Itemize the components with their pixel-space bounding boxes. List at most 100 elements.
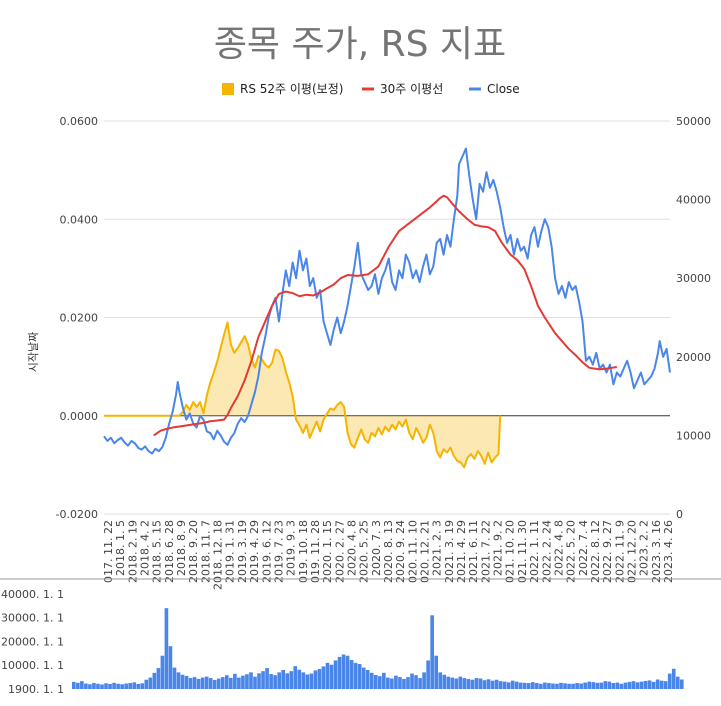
- volume-bar: [84, 683, 88, 689]
- volume-bar: [233, 673, 237, 689]
- volume-bar: [667, 673, 672, 689]
- x-tick-label: 2022. 7. 4: [577, 520, 590, 576]
- x-axis-tick-labels: 017. 11. 22 2018. 1. 5 2018. 2. 19 2018. 4.…: [102, 520, 675, 590]
- volume-bar: [482, 680, 487, 689]
- legend: RS 52주 이평(보정) 30주 이평선 Close: [222, 82, 520, 96]
- volume-bar: [603, 681, 608, 689]
- x-tick-label: 2020. 4. 8: [345, 520, 358, 576]
- volume-bar: [462, 678, 467, 689]
- rs-line: [104, 321, 502, 469]
- volume-bar: [325, 662, 330, 689]
- x-tick-label: 2021. 4. 29: [455, 520, 468, 583]
- x-tick-label: 2020. 2. 27: [333, 520, 346, 583]
- volume-bar: [160, 655, 165, 689]
- close-line: [103, 147, 671, 455]
- volume-bar: [184, 675, 189, 689]
- x-tick-label: 2021. 7. 22: [479, 520, 492, 583]
- volume-bar: [414, 675, 418, 689]
- volume-bar: [200, 677, 205, 689]
- volume-bar: [208, 678, 213, 689]
- volume-bar: [309, 673, 314, 689]
- volume-bar: [261, 671, 265, 689]
- x-tick-label: 2018. 2. 19: [126, 520, 139, 583]
- volume-bar: [551, 683, 555, 689]
- bottom-tick-label: 30000. 1. 1: [1, 612, 64, 625]
- volume-bar: [474, 678, 479, 689]
- volume-bar: [378, 676, 382, 689]
- x-tick-label: 020. 11. 10: [406, 520, 419, 583]
- volume-bar: [333, 660, 338, 689]
- volume-bar: [108, 684, 112, 689]
- volume-bar: [144, 679, 149, 689]
- volume-bar: [369, 672, 374, 689]
- x-tick-label: 2019. 3. 19: [236, 520, 249, 583]
- volume-bar: [140, 683, 145, 689]
- legend-label: RS 52주 이평(보정): [240, 82, 343, 96]
- left-axis-ticks: -0.0200 0.0000 0.0200 0.0400 0.0600: [56, 115, 98, 521]
- x-tick-label: 2022. 1. 11: [528, 520, 541, 583]
- x-tick-label: 017. 11. 22: [102, 520, 115, 583]
- volume-bar: [454, 678, 459, 689]
- volume-bar: [675, 676, 680, 689]
- volume-bar: [434, 655, 438, 689]
- volume-bar: [345, 655, 350, 689]
- x-tick-label: 2021. 2. 3: [431, 520, 444, 576]
- volume-bar: [349, 659, 354, 689]
- rs-area-fill: [104, 322, 501, 468]
- bottom-tick-label: 1900. 1. 1: [8, 683, 64, 696]
- volume-bar: [245, 674, 249, 689]
- right-axis-ticks: 0 10000 20000 30000 40000 50000: [676, 115, 711, 521]
- volume-bar: [176, 672, 181, 689]
- volume-bar: [559, 682, 563, 689]
- volume-bar: [148, 677, 153, 689]
- volume-bar: [514, 681, 519, 689]
- bottom-panel-bars: [72, 608, 684, 689]
- volume-bar: [241, 675, 245, 689]
- x-tick-label: 2022. 9. 27: [601, 520, 614, 583]
- volume-bar: [510, 680, 515, 689]
- x-tick-label: 2018. 8. 9: [175, 520, 188, 576]
- right-tick-label: 0: [676, 508, 683, 521]
- left-tick-label: -0.0200: [56, 508, 98, 521]
- x-tick-label: 2018. 6. 28: [163, 520, 176, 583]
- volume-bar: [88, 684, 92, 689]
- volume-bar: [490, 680, 495, 689]
- volume-bar: [265, 668, 269, 689]
- volume-bar: [92, 683, 96, 689]
- volume-bar: [518, 682, 523, 689]
- x-tick-label: 2020. 1. 15: [321, 520, 334, 583]
- right-tick-label: 50000: [676, 115, 711, 128]
- volume-bar: [446, 676, 451, 689]
- volume-bar: [583, 682, 587, 689]
- volume-bar: [361, 667, 366, 689]
- x-tick-label: 2020. 5. 25: [358, 520, 371, 583]
- volume-bar: [253, 676, 257, 689]
- volume-bar: [297, 669, 302, 689]
- x-tick-label: 2022. 4. 8: [552, 520, 565, 576]
- volume-bar: [132, 682, 137, 689]
- ma30-line: [153, 194, 617, 437]
- volume-bar: [655, 679, 660, 689]
- volume-bar: [611, 683, 616, 689]
- volume-bar: [567, 683, 571, 689]
- volume-bar: [663, 681, 668, 689]
- volume-bar: [671, 668, 676, 689]
- volume-bar: [486, 679, 491, 689]
- legend-swatch-rs: [222, 83, 234, 95]
- volume-bar: [172, 667, 177, 689]
- ma30-series: [153, 194, 617, 437]
- volume-bar: [522, 682, 527, 689]
- volume-bar: [571, 683, 575, 689]
- volume-bar: [293, 666, 298, 689]
- volume-bar: [555, 683, 559, 689]
- right-tick-label: 30000: [676, 272, 711, 285]
- left-tick-label: 0.0000: [60, 410, 99, 423]
- volume-bar: [635, 682, 640, 689]
- volume-bar: [390, 678, 394, 689]
- volume-bar: [478, 678, 483, 689]
- volume-bar: [599, 682, 604, 689]
- volume-bar: [136, 684, 141, 689]
- x-tick-label: 2018. 5. 15: [151, 520, 164, 583]
- volume-bar: [595, 682, 600, 689]
